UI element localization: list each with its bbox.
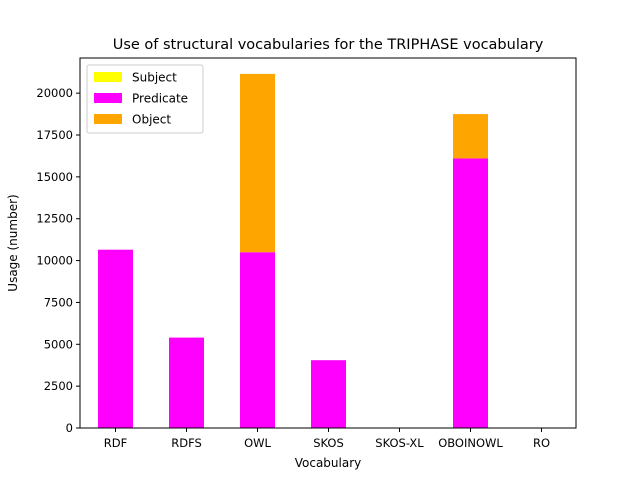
legend: Subject Predicate Object (86, 64, 204, 134)
x-tick-label: RO (533, 436, 550, 450)
bar-predicate-rdf (98, 249, 133, 428)
legend-label-object: Object (132, 113, 171, 127)
x-tick-label: SKOS-XL (375, 436, 424, 450)
bar-predicate-owl (240, 252, 275, 428)
y-axis: 0 2500 5000 7500 10000 12500 15000 17500 20000 (36, 86, 80, 435)
legend-label-subject: Subject (132, 71, 177, 85)
x-tick-label: RDFS (171, 436, 202, 450)
y-axis-label: Usage (number) (6, 194, 20, 291)
y-tick-label: 15000 (36, 170, 73, 184)
x-tick-label: OBOINOWL (438, 436, 503, 450)
y-tick-label: 12500 (36, 212, 73, 226)
bar-predicate-skos (311, 360, 346, 428)
plot-frame (79, 57, 577, 429)
x-tick-label: SKOS (313, 436, 344, 450)
bar-object-oboinowl (453, 114, 488, 159)
bar-object-owl (240, 73, 275, 253)
bars-group (98, 73, 488, 428)
bar-predicate-oboinowl (453, 158, 488, 428)
y-tick-label: 0 (66, 421, 73, 435)
x-axis-label: Vocabulary (295, 456, 362, 470)
legend-swatch-subject (94, 72, 122, 82)
y-tick-label: 7500 (44, 295, 73, 309)
x-axis: RDF RDFS OWL SKOS SKOS-XL OBOINOWL RO (104, 428, 550, 450)
chart-title: Use of structural vocabularies for the T… (113, 37, 544, 53)
y-tick-label: 5000 (44, 337, 73, 351)
legend-swatch-predicate (94, 93, 122, 103)
bar-predicate-rdfs (169, 337, 204, 428)
x-tick-label: RDF (104, 436, 127, 450)
y-tick-label: 20000 (36, 86, 73, 100)
legend-label-predicate: Predicate (132, 92, 188, 106)
x-tick-label: OWL (244, 436, 271, 450)
legend-swatch-object (94, 114, 122, 124)
y-tick-label: 10000 (36, 254, 73, 268)
y-tick-label: 2500 (44, 379, 73, 393)
y-tick-label: 17500 (36, 128, 73, 142)
